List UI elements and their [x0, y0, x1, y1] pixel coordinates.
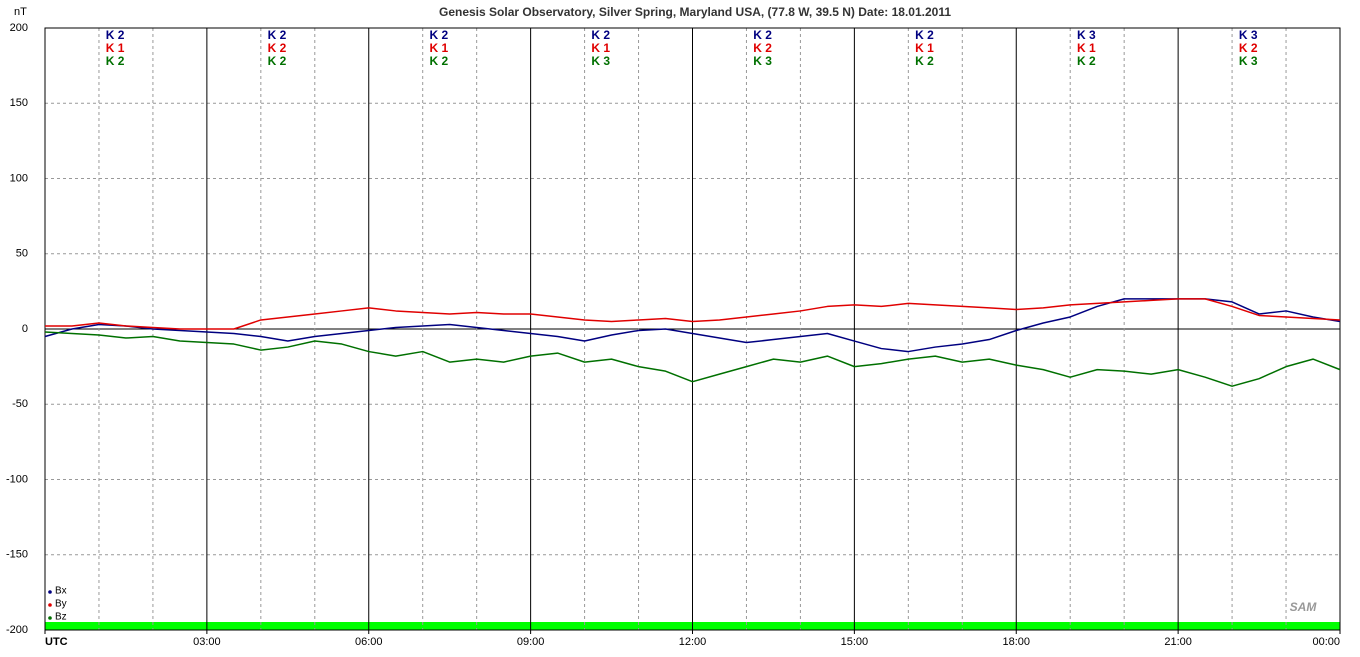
legend-label: By [55, 599, 67, 610]
k-index-label: K 2 [915, 54, 934, 68]
y-tick-label: 100 [10, 172, 28, 184]
k-index-label: K 2 [1239, 41, 1258, 55]
k-index-label: K 1 [106, 41, 125, 55]
k-index-label: K 2 [591, 28, 610, 42]
series-line [44, 331, 1341, 387]
k-index-label: K 2 [106, 54, 125, 68]
legend-label: Bz [55, 612, 67, 623]
x-tick-label: 09:00 [517, 636, 545, 648]
k-index-label: K 2 [753, 41, 772, 55]
k-index-label: K 2 [753, 28, 772, 42]
k-index-label: K 2 [915, 28, 934, 42]
x-tick-label: 12:00 [679, 636, 707, 648]
k-index-label: K 2 [106, 28, 125, 42]
x-tick-label: 18:00 [1002, 636, 1030, 648]
legend-marker [48, 590, 52, 594]
k-index-label: K 3 [591, 54, 610, 68]
y-tick-label: 0 [22, 323, 28, 335]
y-tick-label: -100 [6, 473, 28, 485]
y-tick-label: 150 [10, 97, 28, 109]
series-line [45, 298, 1341, 330]
x-tick-label: 03:00 [193, 636, 221, 648]
x-tick-label: 21:00 [1164, 636, 1192, 648]
k-index-label: K 3 [1239, 54, 1258, 68]
k-index-label: K 2 [430, 28, 449, 42]
k-index-label: K 1 [915, 41, 934, 55]
y-tick-label: -200 [6, 624, 28, 636]
y-axis-label: nT [14, 6, 27, 18]
k-index-label: K 1 [430, 41, 449, 55]
y-tick-label: -150 [6, 549, 28, 561]
x-tick-label: UTC [45, 636, 68, 648]
logo: SAM [1290, 600, 1318, 614]
k-index-label: K 2 [1077, 54, 1096, 68]
y-tick-label: -50 [12, 398, 28, 410]
k-index-label: K 3 [753, 54, 772, 68]
x-tick-label: 15:00 [841, 636, 869, 648]
x-tick-label: 00:00 [1312, 636, 1340, 648]
x-tick-label: 06:00 [355, 636, 383, 648]
y-tick-label: 50 [16, 248, 28, 260]
chart-title: Genesis Solar Observatory, Silver Spring… [439, 5, 951, 19]
k-index-label: K 2 [268, 28, 287, 42]
legend-label: Bx [55, 586, 67, 597]
k-index-label: K 2 [430, 54, 449, 68]
k-index-label: K 1 [591, 41, 610, 55]
legend-marker [48, 616, 52, 620]
k-index-label: K 1 [1077, 41, 1096, 55]
k-index-label: K 3 [1239, 28, 1258, 42]
k-index-label: K 2 [268, 41, 287, 55]
k-index-label: K 2 [268, 54, 287, 68]
series-line [44, 298, 1341, 353]
plot-frame [44, 27, 1341, 631]
y-tick-label: 200 [10, 22, 28, 34]
legend-marker [48, 603, 52, 607]
k-index-label: K 3 [1077, 28, 1096, 42]
